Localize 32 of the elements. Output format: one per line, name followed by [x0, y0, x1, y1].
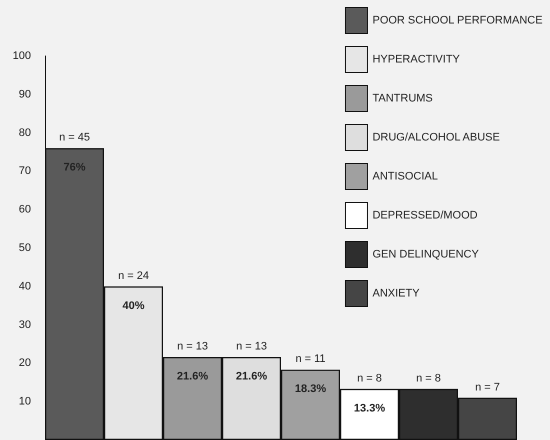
y-tick-label: 30: [18, 318, 31, 331]
data-label: 40%: [122, 300, 145, 312]
data-label: 21.6%: [236, 370, 268, 383]
legend-label: HYPERACTIVITY: [372, 54, 461, 66]
y-tick-label: 100: [12, 50, 31, 62]
data-label: 21.6%: [176, 370, 208, 383]
y-tick-label: 90: [18, 88, 31, 100]
y-tick-label: 80: [18, 126, 31, 139]
y-tick-label: 70: [18, 165, 31, 178]
annotation: n = 11: [295, 353, 326, 366]
annotation: n = 45: [59, 132, 90, 144]
annotation: n = 24: [118, 270, 149, 282]
y-tick-label: 20: [18, 357, 31, 370]
data-label: 18.3%: [294, 383, 326, 396]
legend-label: GEN DELINQUENCY: [372, 248, 480, 260]
annotation: n = 13: [236, 340, 267, 353]
legend-label: DRUG/ALCOHOL ABUSE: [372, 132, 500, 144]
annotation: n = 7: [475, 381, 500, 394]
y-tick-label: 50: [18, 242, 31, 254]
y-tick-label: 40: [18, 280, 31, 292]
y-tick-label: 60: [18, 204, 31, 216]
data-label: 13.3%: [354, 402, 386, 414]
legend-label: ANTISOCIAL: [372, 170, 438, 182]
legend-label: ANXIETY: [372, 288, 420, 300]
legend-label: DEPRESSED/MOOD: [372, 210, 478, 222]
annotation: n = 8: [357, 372, 382, 384]
legend-label: POOR SCHOOL PERFORMANCE: [372, 14, 543, 26]
annotation: n = 13: [177, 340, 208, 353]
data-label: 76%: [63, 162, 86, 174]
annotation: n = 8: [416, 372, 441, 384]
y-tick-label: 10: [18, 396, 31, 408]
legend-label: TANTRUMS: [372, 92, 433, 104]
